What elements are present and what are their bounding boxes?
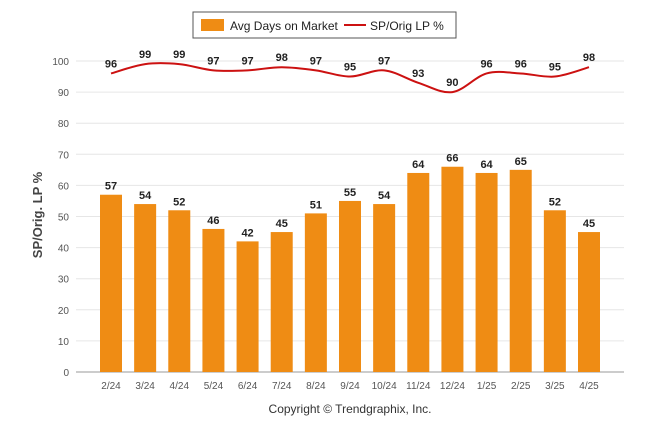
bar[interactable] — [509, 169, 532, 372]
line-data-label: 93 — [412, 68, 424, 80]
bar[interactable] — [236, 241, 259, 372]
bar-data-label: 64 — [480, 159, 493, 171]
bar[interactable] — [475, 172, 498, 372]
line-data-label: 96 — [480, 58, 492, 70]
line-data-label: 99 — [173, 49, 185, 61]
line-data-label: 97 — [310, 55, 322, 67]
bar[interactable] — [407, 172, 430, 372]
y-tick-label: 40 — [58, 244, 70, 255]
y-tick-label: 30 — [58, 275, 70, 286]
bar[interactable] — [543, 210, 566, 372]
bar[interactable] — [339, 200, 361, 372]
line-data-label: 98 — [583, 52, 595, 64]
bar-data-label: 64 — [412, 159, 425, 171]
line-path[interactable] — [110, 62, 590, 94]
y-axis-title: SP/Orig. LP % — [30, 171, 45, 258]
legend-box — [192, 11, 457, 39]
x-tick-label: 2/24 — [101, 381, 121, 392]
bar-data-label: 65 — [515, 156, 527, 168]
line-data-label: 97 — [207, 55, 219, 67]
y-tick-label: 60 — [58, 181, 70, 192]
x-axis-ticks: 2/24 3/24 4/24 5/24 6/24 7/24 8/24 9/24 10/24 11/… — [101, 381, 599, 392]
legend[interactable]: Avg Days on Market SP/Orig LP % — [192, 11, 457, 39]
x-tick-label: 1/25 — [477, 381, 497, 392]
x-tick-label: 8/24 — [306, 381, 326, 392]
bar-data-label: 54 — [139, 190, 152, 202]
line-data-label: 96 — [515, 58, 527, 70]
x-tick-label: 7/24 — [272, 381, 292, 392]
x-tick-label: 6/24 — [238, 381, 258, 392]
y-tick-label: 100 — [52, 57, 69, 68]
bar-data-label: 45 — [583, 218, 595, 230]
legend-bar-swatch — [201, 19, 224, 31]
bar-data-label: 46 — [207, 215, 219, 227]
bar-series: 57 54 52 46 42 45 51 55 54 64 66 64 65 52 45 — [100, 153, 600, 372]
x-tick-label: 9/24 — [340, 381, 360, 392]
y-tick-label: 10 — [58, 337, 70, 348]
line-data-label: 98 — [276, 52, 288, 64]
copyright-text: Copyright © Trendgraphix, Inc. — [269, 402, 432, 416]
y-tick-label: 90 — [58, 88, 70, 99]
x-tick-label: 10/24 — [372, 381, 397, 392]
bar-data-label: 52 — [173, 196, 185, 208]
y-tick-label: 20 — [58, 306, 70, 317]
legend-item-sp-orig[interactable]: SP/Orig LP % — [370, 19, 444, 33]
bar-data-label: 66 — [446, 153, 458, 165]
x-tick-label: 4/25 — [579, 381, 599, 392]
bar-data-label: 42 — [241, 227, 253, 239]
line-data-label: 97 — [378, 55, 390, 67]
x-tick-label: 3/25 — [545, 381, 565, 392]
line-series: 96 99 99 97 97 98 97 95 97 93 90 96 96 95 98 — [105, 49, 595, 94]
bar[interactable] — [168, 210, 191, 372]
y-axis-ticks: 0 10 20 30 40 50 60 70 80 90 100 — [52, 57, 69, 379]
bar[interactable] — [304, 213, 327, 372]
bar[interactable] — [373, 204, 396, 372]
bar-data-label: 55 — [344, 187, 356, 199]
line-data-label: 97 — [241, 55, 253, 67]
y-tick-label: 70 — [58, 150, 70, 161]
y-tick-label: 50 — [58, 213, 70, 224]
bar[interactable] — [270, 232, 293, 372]
bar[interactable] — [578, 232, 600, 372]
bar-data-label: 51 — [310, 199, 322, 211]
y-tick-label: 0 — [63, 368, 69, 379]
x-tick-label: 4/24 — [170, 381, 190, 392]
bar-data-label: 45 — [276, 218, 288, 230]
line-data-label: 96 — [105, 58, 117, 70]
line-data-label: 99 — [139, 49, 151, 61]
bar-data-label: 52 — [549, 196, 561, 208]
bar-data-label: 57 — [105, 181, 117, 193]
legend-item-avg-days[interactable]: Avg Days on Market — [230, 19, 338, 33]
x-tick-label: 3/24 — [135, 381, 155, 392]
x-tick-label: 2/25 — [511, 381, 531, 392]
bar[interactable] — [202, 228, 225, 372]
line-data-label: 95 — [549, 62, 561, 74]
bar-data-label: 54 — [378, 190, 391, 202]
x-tick-label: 11/24 — [406, 381, 431, 392]
y-tick-label: 80 — [58, 119, 70, 130]
line-data-label: 95 — [344, 62, 356, 74]
x-tick-label: 12/24 — [440, 381, 465, 392]
line-data-label: 90 — [446, 77, 458, 89]
bar[interactable] — [134, 204, 157, 372]
bar[interactable] — [441, 166, 464, 372]
x-tick-label: 5/24 — [204, 381, 224, 392]
bar[interactable] — [100, 194, 122, 372]
